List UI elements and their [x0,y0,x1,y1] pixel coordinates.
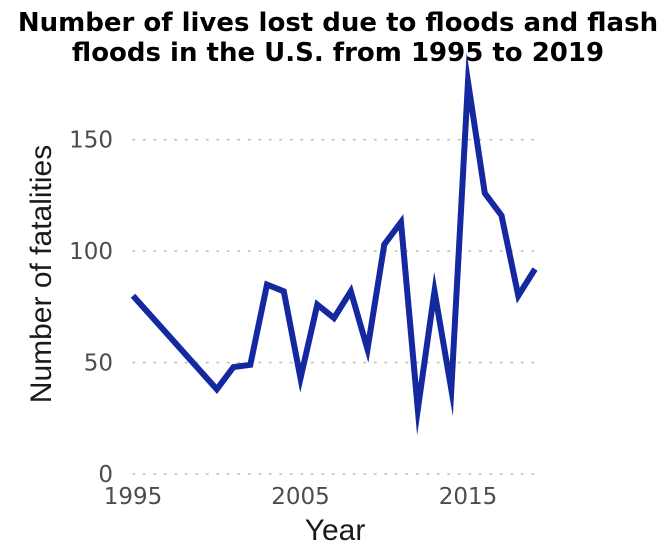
gridlines [132,138,536,475]
y-tick-label: 150 [69,128,113,154]
chart-title-line-2: floods in the U.S. from 1995 to 2019 [72,38,604,68]
x-tick-label: 2015 [439,484,498,510]
y-axis-title: Number of fatalities [25,145,58,403]
chart-title-line-1: Number of lives lost due to floods and f… [18,8,658,38]
series-layer [130,52,538,436]
x-tick-label: 2005 [271,484,330,510]
x-tick-labels: 1995 2005 2015 [104,484,498,510]
x-tick-label: 1995 [104,484,163,510]
y-tick-labels: 0 50 100 150 [69,128,113,488]
y-tick-label: 50 [84,351,113,377]
x-axis-title: Year [305,514,366,547]
series-line-0 [130,52,538,436]
y-tick-label: 0 [98,462,113,488]
y-tick-label: 100 [69,239,113,265]
